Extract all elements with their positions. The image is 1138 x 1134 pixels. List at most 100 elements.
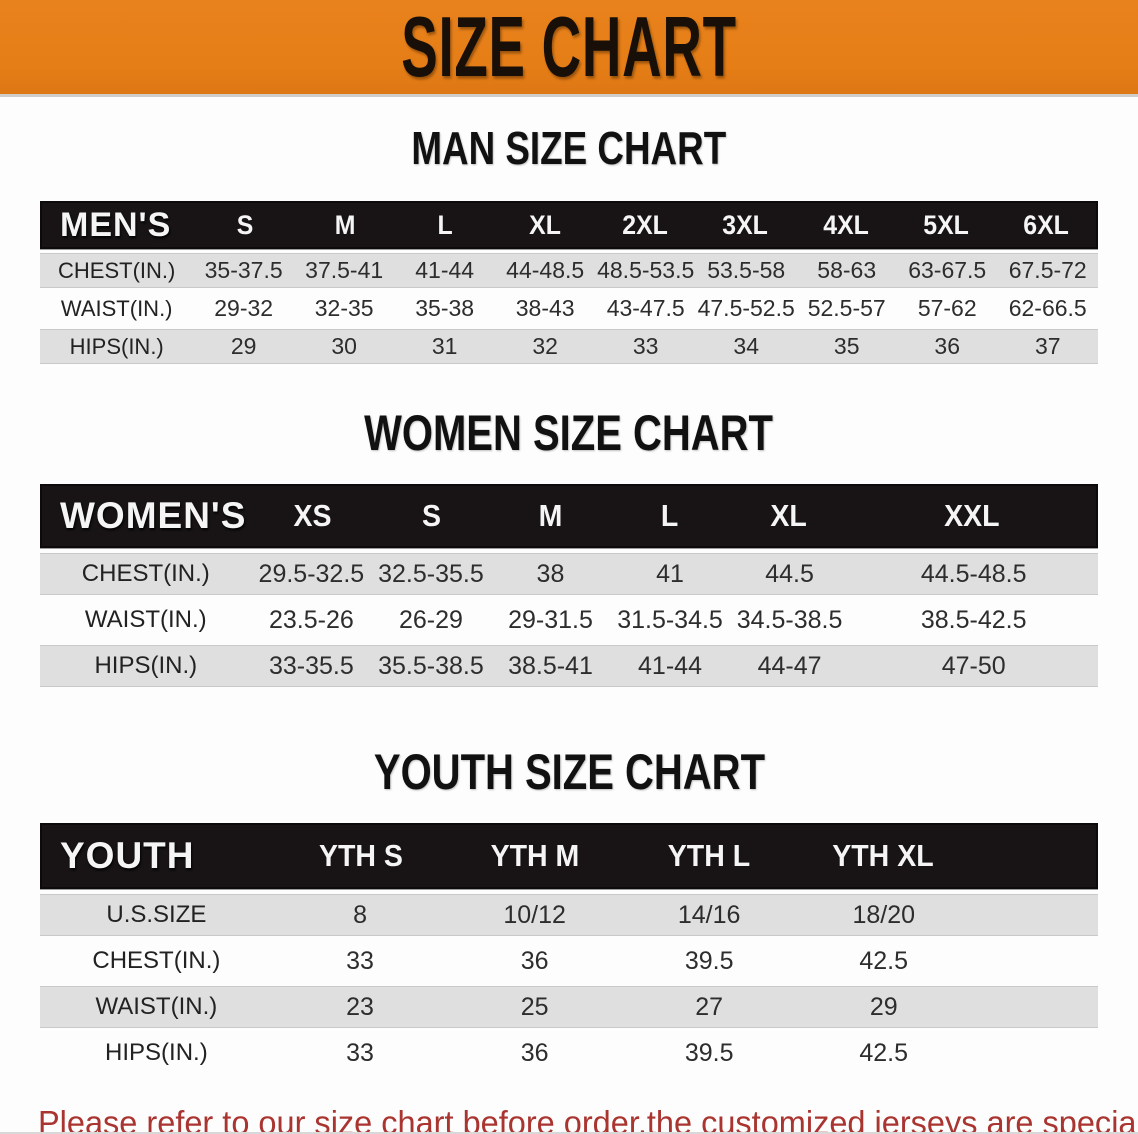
table-header-row: YOUTH YTH S YTH M YTH L YTH XL xyxy=(40,823,1098,889)
table-cell: 67.5-72 xyxy=(1008,257,1087,283)
table-cell: 23.5-26 xyxy=(268,605,354,634)
table-cell: 29-32 xyxy=(214,295,274,321)
table-cell: 33-35.5 xyxy=(268,651,354,680)
row-label: WAIST(IN.) xyxy=(60,295,173,321)
table-cell: 37 xyxy=(1034,333,1061,359)
table-cell: 27 xyxy=(695,992,724,1021)
table-cell: 36 xyxy=(520,946,549,975)
column-header: XXL xyxy=(944,498,1000,533)
women-section-heading: WOMEN SIZE CHART xyxy=(0,404,1138,462)
table-cell: 33 xyxy=(632,333,659,359)
table-cell: 39.5 xyxy=(684,1038,734,1067)
table-cell: 44-48.5 xyxy=(506,257,585,283)
youth-section-heading: YOUTH SIZE CHART xyxy=(0,743,1138,801)
men-section-heading: MAN SIZE CHART xyxy=(0,121,1138,175)
table-cell: 35-38 xyxy=(415,295,475,321)
youth-size-table: YOUTH YTH S YTH M YTH L YTH XL U.S.SIZE 8 10/12… xyxy=(40,823,1098,1073)
column-header: M xyxy=(334,209,356,240)
column-header: S xyxy=(421,498,441,533)
table-cell: 25 xyxy=(520,992,549,1021)
table-cell: 47-50 xyxy=(941,651,1006,680)
table-row: WAIST(IN.) 23.5-26 26-29 29-31.5 31.5-34.5 34… xyxy=(40,600,1098,640)
column-header: 5XL xyxy=(923,209,969,240)
table-title-cell: MEN'S xyxy=(60,205,172,244)
row-label: HIPS(IN.) xyxy=(94,652,198,679)
table-cell: 8 xyxy=(353,900,367,929)
table-cell: 10/12 xyxy=(503,900,566,929)
row-label: U.S.SIZE xyxy=(106,901,207,928)
women-size-table: WOMEN'S XS S M L XL XXL CHEST(IN.) 29.5-32.5 32.5… xyxy=(40,484,1098,687)
table-cell: 57-62 xyxy=(917,295,977,321)
table-cell: 35 xyxy=(833,333,860,359)
column-header: XL xyxy=(770,498,807,533)
table-cell: 42.5 xyxy=(859,1038,909,1067)
table-cell: 34.5-38.5 xyxy=(736,605,843,634)
men-section-heading-text: MAN SIZE CHART xyxy=(411,122,727,174)
table-cell: 42.5 xyxy=(859,946,909,975)
table-cell: 29.5-32.5 xyxy=(258,559,365,588)
table-cell: 38.5-42.5 xyxy=(920,605,1027,634)
table-cell: 63-67.5 xyxy=(908,257,987,283)
table-cell: 52.5-57 xyxy=(807,295,886,321)
table-cell: 47.5-52.5 xyxy=(697,295,795,321)
banner: SIZE CHART xyxy=(0,0,1138,97)
table-header-row: MEN'S S M L XL 2XL 3XL 4XL 5XL 6XL xyxy=(40,201,1098,249)
table-cell: 39.5 xyxy=(684,946,734,975)
table-cell: 44-47 xyxy=(757,651,822,680)
table-cell: 41-44 xyxy=(638,651,702,680)
column-header: L xyxy=(660,498,679,533)
table-cell: 33 xyxy=(346,946,374,975)
table-cell: 62-66.5 xyxy=(1008,295,1087,321)
table-cell: 32-35 xyxy=(314,295,374,321)
disclaimer-line-1: Please refer to our size chart before or… xyxy=(38,1104,1138,1134)
table-cell: 34 xyxy=(733,333,759,359)
table-cell: 29-31.5 xyxy=(508,605,593,634)
table-cell: 18/20 xyxy=(852,900,915,929)
table-cell: 35-37.5 xyxy=(204,257,283,283)
men-size-table: MEN'S S M L XL 2XL 3XL 4XL 5XL 6XL CHEST(IN.) 35-37… xyxy=(40,201,1098,364)
row-label: WAIST(IN.) xyxy=(84,606,207,633)
row-label: HIPS(IN.) xyxy=(69,333,164,359)
column-header: YTH L xyxy=(667,838,750,873)
column-header: 2XL xyxy=(622,209,669,240)
table-cell: 38 xyxy=(536,559,565,588)
table-cell: 38-43 xyxy=(515,295,575,321)
table-cell: 31 xyxy=(431,333,458,359)
table-cell: 44.5 xyxy=(765,559,814,588)
column-header: 3XL xyxy=(722,209,769,240)
table-cell: 37.5-41 xyxy=(305,257,384,283)
column-header: YTH S xyxy=(318,838,403,873)
column-header: S xyxy=(236,209,254,240)
table-cell: 36 xyxy=(934,333,961,359)
column-header: YTH M xyxy=(490,838,580,873)
table-row: WAIST(IN.) 29-32 32-35 35-38 38-43 43-47.5 47.… xyxy=(40,292,1098,325)
table-row: U.S.SIZE 8 10/12 14/16 18/20 xyxy=(40,894,1098,936)
table-cell: 44.5-48.5 xyxy=(920,559,1027,588)
table-cell: 41-44 xyxy=(415,257,475,283)
table-cell: 32 xyxy=(532,333,558,359)
table-row: WAIST(IN.) 23 25 27 29 xyxy=(40,986,1098,1028)
table-title-cell: WOMEN'S xyxy=(60,495,247,536)
column-header: 6XL xyxy=(1023,209,1069,240)
table-cell: 23 xyxy=(346,992,374,1021)
table-row: CHEST(IN.) 29.5-32.5 32.5-35.5 38 41 44.5 44.5… xyxy=(40,553,1098,595)
row-label: CHEST(IN.) xyxy=(58,257,176,283)
table-cell: 38.5-41 xyxy=(508,651,593,680)
table-cell: 41 xyxy=(656,559,684,588)
table-cell: 29 xyxy=(869,992,898,1021)
table-row: HIPS(IN.) 33 36 39.5 42.5 xyxy=(40,1033,1098,1073)
table-cell: 35.5-38.5 xyxy=(378,651,484,680)
page-title: SIZE CHART xyxy=(401,0,737,95)
column-header: 4XL xyxy=(822,209,869,240)
table-cell: 43-47.5 xyxy=(606,295,685,321)
row-label: CHEST(IN.) xyxy=(81,560,210,587)
row-label: HIPS(IN.) xyxy=(105,1039,208,1066)
table-cell: 53.5-58 xyxy=(707,257,786,283)
table-title-cell: YOUTH xyxy=(60,835,195,876)
table-header-row: WOMEN'S XS S M L XL XXL xyxy=(40,484,1098,548)
column-header: XS xyxy=(293,498,332,533)
table-cell: 48.5-53.5 xyxy=(597,257,695,283)
column-header: XL xyxy=(529,209,562,240)
table-cell: 29 xyxy=(230,333,257,359)
